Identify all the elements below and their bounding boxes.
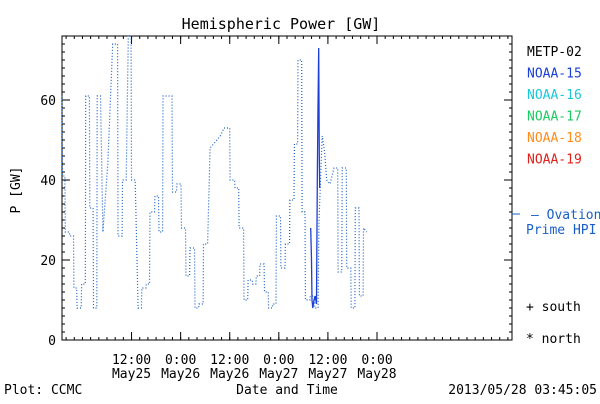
x-tick-date-label: May26 (161, 367, 200, 382)
x-axis: 12:00May250:00May2612:00May260:00May2712… (65, 36, 509, 382)
x-tick-time-label: 12:00 (308, 353, 347, 368)
ovation-label-line1: — Ovation (531, 208, 600, 223)
plot-credit: Plot: CCMC (4, 383, 82, 398)
y-axis: 0 20 40 60 (40, 35, 512, 349)
plot-frame (61, 35, 513, 341)
x-axis-label: Date and Time (236, 383, 338, 398)
series-line (310, 47, 321, 309)
x-tick-date-label: May27 (308, 367, 347, 382)
legend-entry: NOAA-16 (527, 88, 582, 103)
x-tick-date-label: May28 (357, 367, 396, 382)
x-tick-date-label: May27 (259, 367, 298, 382)
x-tick-time-label: 12:00 (112, 353, 151, 368)
x-tick-date-label: May26 (210, 367, 249, 382)
south-marker-label: + south (526, 300, 581, 315)
x-tick-time-label: 0:00 (263, 353, 294, 368)
legend: METP-02 NOAA-15 NOAA-16 NOAA-17 NOAA-18 NOAA-… (527, 45, 582, 168)
series-line (61, 35, 368, 309)
y-tick-label: 40 (40, 174, 56, 189)
x-tick-time-label: 0:00 (361, 353, 392, 368)
x-tick-time-label: 12:00 (210, 353, 249, 368)
y-tick-label: 60 (40, 94, 56, 109)
x-tick-date-label: May25 (112, 367, 151, 382)
y-tick-label: 0 (48, 334, 56, 349)
y-axis-label: P [GW] (9, 167, 24, 214)
legend-entry: METP-02 (527, 45, 582, 60)
legend-entry: NOAA-15 (527, 67, 582, 82)
series-layer (61, 35, 368, 309)
chart-title: Hemispheric Power [GW] (182, 15, 381, 33)
legend-entry: NOAA-18 (527, 131, 582, 146)
legend-entry: NOAA-17 (527, 110, 582, 125)
timestamp: 2013/05/28 03:45:05 (448, 383, 597, 398)
ovation-label-line2: Prime HPI (526, 223, 596, 238)
x-tick-time-label: 0:00 (165, 353, 196, 368)
north-marker-label: * north (526, 332, 581, 347)
legend-entry: NOAA-19 (527, 153, 582, 168)
y-tick-label: 20 (40, 254, 56, 269)
